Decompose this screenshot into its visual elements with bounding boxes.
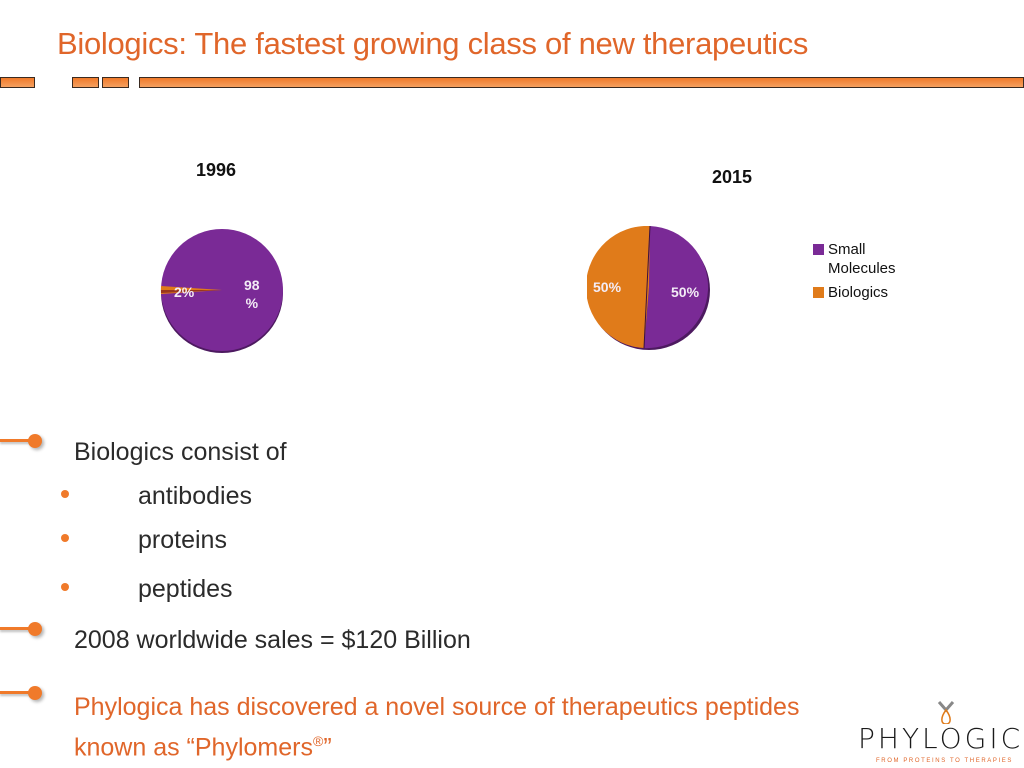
point-phylogica-line1: Phylogica has discovered a novel source … (74, 693, 800, 721)
header-bar-segment-3 (102, 77, 129, 88)
header-bar-segment-4 (139, 77, 1024, 88)
bullet-icon (61, 583, 69, 591)
chart-legend: Small Molecules Biologics (813, 240, 896, 302)
legend-label-line2: Molecules (828, 260, 896, 277)
point-worldwide-sales: 2008 worldwide sales = $120 Billion (74, 626, 471, 654)
point-phylogica-line2: known as “Phylomers®” (74, 724, 799, 764)
bullet-icon (61, 534, 69, 542)
phylomers-text: known as “Phylomers (74, 733, 313, 762)
legend-label-small-molecules: Small Molecules (828, 240, 896, 278)
chart-2015-title: 2015 (712, 167, 753, 187)
logo-wordmark: PHYLOGICA (858, 722, 1024, 755)
subitem-antibodies: antibodies (138, 482, 252, 510)
pie-chart-1996 (160, 229, 283, 353)
slide-title: Biologics: The fastest growing class of … (57, 26, 809, 61)
logo-tagline: FROM PROTEINS TO THERAPIES (876, 758, 1013, 764)
bullet-icon (61, 490, 69, 498)
pie-1996-label-value: 98 (244, 277, 260, 293)
subitem-proteins: proteins (138, 526, 227, 554)
pie-1996-label-biologics: 2% (174, 284, 195, 300)
registered-mark: ® (312, 733, 324, 749)
pie-1996-label-small-molecules: 98 % (244, 276, 260, 312)
connector-icon-1 (0, 434, 48, 448)
pie-chart-2015 (587, 226, 710, 350)
header-bar-segment-1 (0, 77, 35, 88)
logo-drop-icon (937, 701, 955, 724)
legend-swatch-purple (813, 244, 824, 255)
legend-label-biologics: Biologics (828, 284, 889, 301)
legend-item-small-molecules: Small Molecules (813, 240, 896, 278)
connector-icon-2 (0, 622, 48, 636)
pie-2015-label-biologics: 50% (593, 279, 622, 295)
connector-icon-3 (0, 686, 48, 700)
legend-item-biologics: Biologics (813, 283, 896, 302)
subitem-peptides: peptides (138, 575, 233, 603)
chart-1996-title: 1996 (196, 160, 237, 180)
legend-swatch-orange (813, 287, 824, 298)
pie-1996-label-percent: % (245, 295, 259, 311)
pie-2015-label-small-molecules: 50% (671, 284, 700, 300)
point-biologics-consist: Biologics consist of (74, 438, 287, 466)
legend-label-line1: Small (828, 241, 866, 258)
header-bar-segment-2 (72, 77, 99, 88)
point-phylogica-discovery: Phylogica has discovered a novel source … (74, 690, 799, 764)
phylogica-logo: PHYLOGICA FROM PROTEINS TO THERAPIES (858, 701, 1024, 768)
closing-quote: ” (323, 733, 332, 762)
